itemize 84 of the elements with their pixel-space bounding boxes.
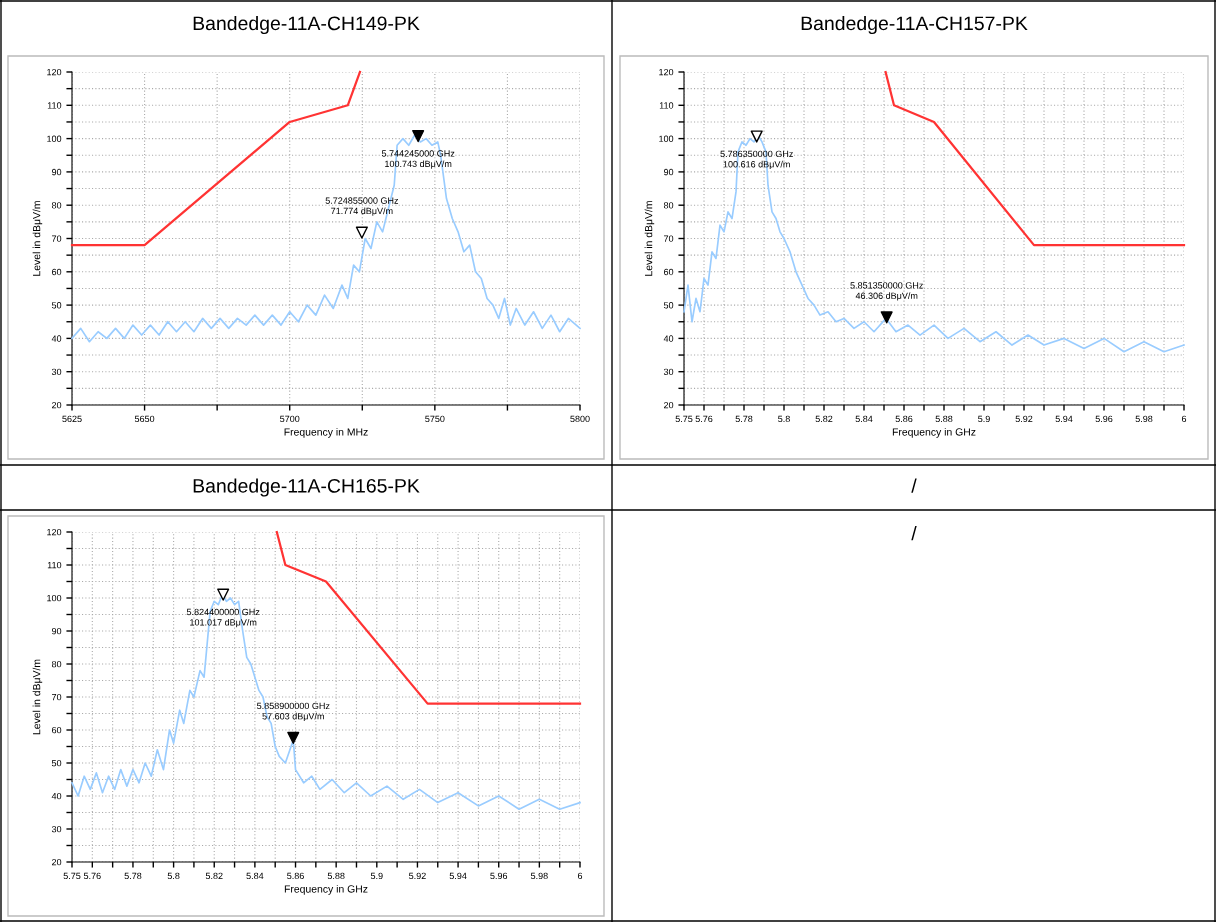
chart-title: Bandedge-11A-CH157-PK [801,15,1028,35]
x-tick-label: 5.8 [167,872,180,880]
x-tick-label: 5625 [62,415,82,423]
x-tick-label: 5.88 [327,872,345,880]
y-tick-label: 120 [47,68,62,76]
x-tick-label: 5.82 [815,415,833,423]
y-tick-label: 110 [47,561,62,569]
x-tick-label: 5.84 [855,415,873,423]
x-tick-label: 5800 [570,415,590,423]
annotation: 5.824400000 GHz 101.017 dBμV/m [186,608,260,628]
x-tick-label: 5.96 [1095,415,1113,423]
x-axis-title: Frequency in GHz [284,885,368,895]
y-tick-label: 100 [659,135,674,142]
y-axis-title: Level in dBμV/m [32,201,43,276]
y-tick-label: 70 [664,235,674,242]
x-tick-label: 5750 [425,415,445,423]
y-tick-label: 110 [659,102,674,109]
x-tick-label: 5.78 [735,415,753,423]
y-tick-label: 30 [51,825,62,833]
x-tick-label: 5.92 [1015,415,1033,423]
x-tick-label: 5.88 [935,415,953,423]
y-tick-label: 50 [51,759,62,767]
y-tick-label: 60 [52,726,62,734]
x-tick-label: 6 [1181,415,1187,423]
x-tick-label: 5.94 [1055,415,1073,423]
y-axis-title: Level in dBμV/m [32,659,43,735]
annotation: 5.858900000 GHz 57.603 dBμV/m [257,702,330,722]
y-tick-label: 90 [51,168,62,176]
x-tick-label: 5.98 [1135,415,1153,423]
y-tick-label: 40 [51,792,62,800]
x-tick-label: 5.84 [246,872,264,880]
annotation: 5.851350000 GHz 46.306 dBμV/m [850,282,923,301]
annotation: 5.744245000 GHz 100.743 dBμV/m [381,150,455,169]
x-axis-title: Frequency in MHz [284,428,368,438]
y-tick-label: 90 [663,168,674,176]
x-tick-label: 5.94 [449,872,467,880]
text: / [911,478,917,493]
x-tick-label: 5.75 [675,415,693,423]
x-tick-label: 5.9 [370,872,383,880]
y-tick-label: 30 [51,368,62,376]
y-tick-label: 20 [664,401,674,409]
x-tick-label: 5.76 [83,872,101,880]
y-tick-label: 70 [52,235,62,242]
y-tick-label: 30 [663,368,674,376]
y-tick-label: 60 [52,268,62,276]
line-series [884,70,1186,247]
x-tick-label: 5.86 [895,415,913,423]
x-tick-label: 5.96 [490,872,508,880]
y-tick-label: 120 [47,528,62,536]
y-tick-label: 70 [52,693,62,701]
chart-title: Bandedge-11A-CH149-PK [193,15,420,35]
x-tick-label: 5.98 [530,872,548,880]
chart-title: Bandedge-11A-CH165-PK [193,478,420,497]
y-tick-label: 50 [663,302,674,309]
y-tick-label: 90 [51,627,62,635]
x-tick-label: 5.9 [978,415,990,423]
y-tick-label: 80 [51,660,62,668]
y-tick-label: 120 [659,68,674,76]
x-tick-label: 5.78 [124,872,142,880]
x-tick-label: 5700 [280,415,300,423]
x-tick-label: 5.76 [695,415,713,423]
x-tick-label: 5650 [134,415,155,423]
y-tick-label: 40 [51,335,62,342]
x-axis-title: Frequency in GHz [892,428,976,438]
annotation: 5.724855000 GHz 71.774 dBμV/m [325,197,399,216]
x-tick-label: 5.92 [409,872,426,880]
y-tick-label: 80 [51,202,62,209]
y-tick-label: 50 [51,302,62,309]
x-tick-label: 5.82 [205,872,223,880]
y-tick-label: 110 [47,102,62,109]
y-tick-label: 40 [663,335,674,342]
y-tick-label: 100 [47,135,62,142]
y-tick-label: 80 [663,202,674,209]
x-tick-label: 5.8 [778,415,790,423]
y-tick-label: 20 [52,858,62,866]
y-tick-label: 20 [52,401,62,409]
annotation: 5.786350000 GHz 100.616 dBμV/m [720,150,793,170]
x-tick-label: 5.75 [63,872,81,880]
y-axis-title: Level in dBμV/m [644,201,655,276]
x-tick-label: 5.86 [287,872,304,880]
text: / [911,525,917,541]
y-tick-label: 60 [664,268,674,276]
x-tick-label: 6 [577,872,583,880]
y-tick-label: 100 [47,594,62,602]
